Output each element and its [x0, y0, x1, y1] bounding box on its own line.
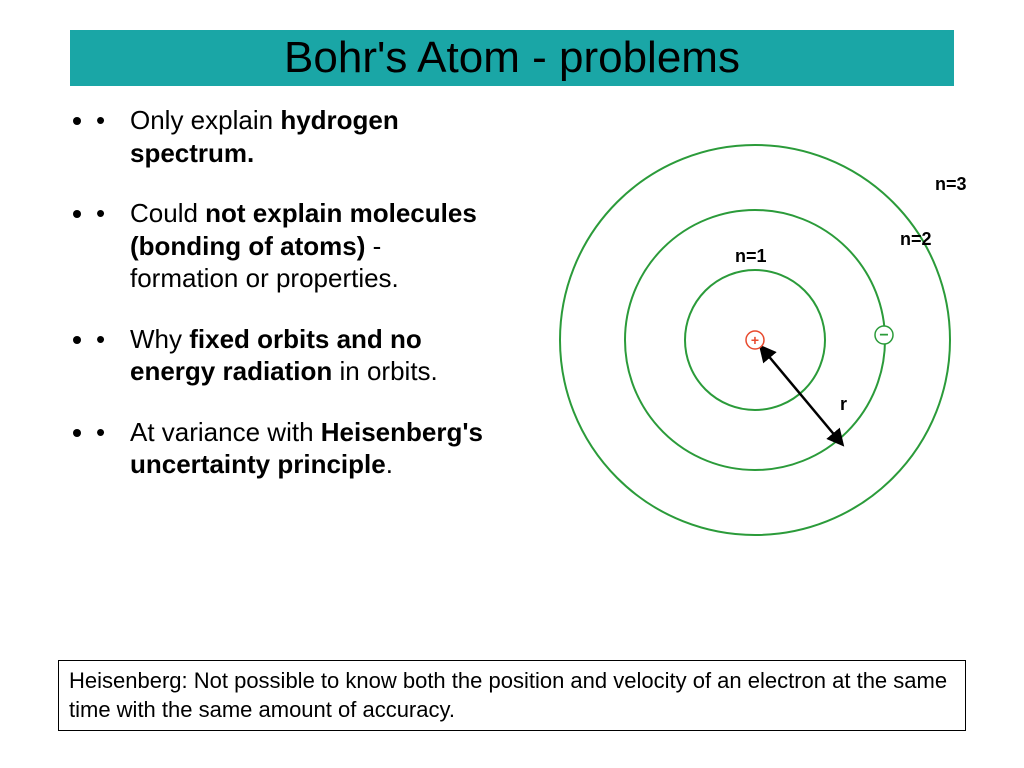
nucleus: +: [746, 331, 764, 349]
list-item: Could not explain molecules (bonding of …: [96, 197, 496, 295]
bullet-list: Only explain hydrogen spectrum. Could no…: [96, 104, 496, 509]
electron: −: [875, 326, 893, 344]
orbit-label-1: n=1: [735, 246, 767, 266]
bullet-text-post: .: [386, 449, 393, 479]
radius-label: r: [840, 394, 847, 414]
nucleus-symbol: +: [751, 332, 759, 348]
list-item: Only explain hydrogen spectrum.: [96, 104, 496, 169]
bullet-text-pre: Why: [130, 324, 189, 354]
list-item: At variance with Heisenberg's uncertaint…: [96, 416, 496, 481]
orbit-label-2: n=2: [900, 229, 932, 249]
bullet-text-pre: At variance with: [130, 417, 321, 447]
bullet-text-pre: Could: [130, 198, 205, 228]
electron-symbol: −: [879, 327, 888, 344]
orbit-label-3: n=3: [935, 174, 967, 194]
bohr-orbit-diagram: r + − n=1 n=2 n=3: [520, 120, 990, 560]
bullet-text-pre: Only explain: [130, 105, 280, 135]
slide-title: Bohr's Atom - problems: [70, 30, 954, 86]
bullet-text-post: in orbits.: [332, 356, 438, 386]
radius-arrow: r: [761, 347, 847, 444]
list-item: Why fixed orbits and no energy radiation…: [96, 323, 496, 388]
footnote-box: Heisenberg: Not possible to know both th…: [58, 660, 966, 731]
